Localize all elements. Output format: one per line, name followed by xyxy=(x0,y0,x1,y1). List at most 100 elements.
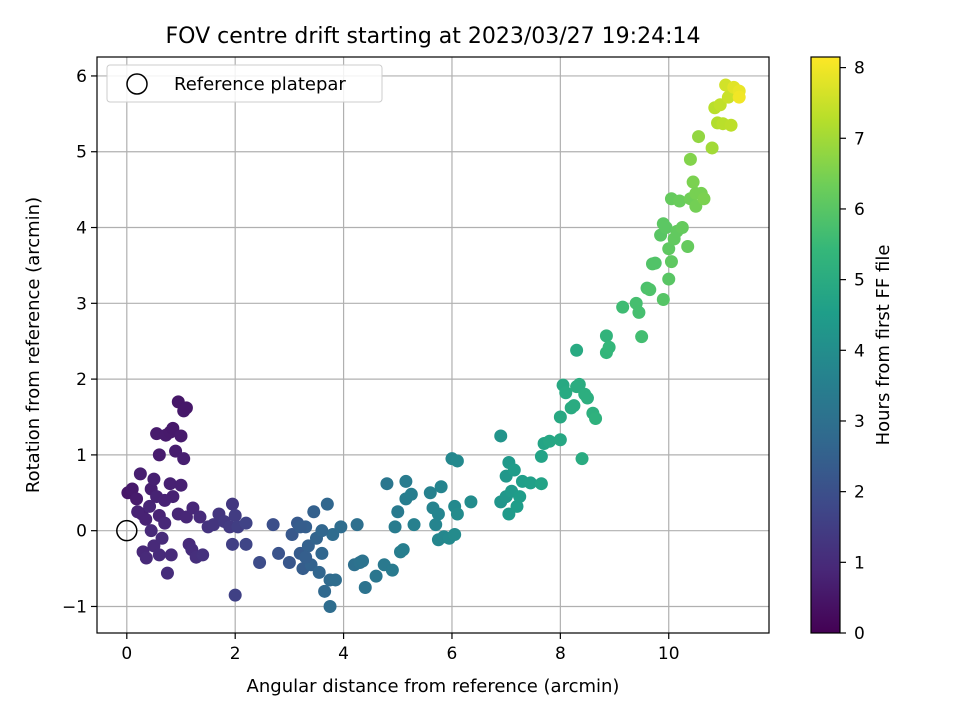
data-point xyxy=(388,520,402,534)
x-axis-label: Angular distance from reference (arcmin) xyxy=(247,676,620,697)
x-axis-ticks: 0 2 4 6 8 10 xyxy=(121,633,680,664)
data-point xyxy=(662,242,676,256)
data-point xyxy=(464,495,478,509)
data-point xyxy=(534,449,548,463)
data-point xyxy=(656,293,670,307)
data-point xyxy=(681,239,695,253)
data-point xyxy=(553,433,567,447)
data-point xyxy=(320,497,334,511)
x-tick-label: 2 xyxy=(230,644,241,664)
data-point xyxy=(599,329,613,343)
data-point xyxy=(502,507,516,521)
data-point xyxy=(692,130,706,144)
data-point xyxy=(328,573,342,587)
data-point xyxy=(293,520,307,534)
data-point xyxy=(567,399,581,413)
data-point xyxy=(697,192,711,206)
data-point xyxy=(431,507,445,521)
data-point xyxy=(732,90,746,104)
data-point xyxy=(272,546,286,560)
data-point xyxy=(139,512,153,526)
data-point xyxy=(158,493,172,507)
x-tick-label: 8 xyxy=(555,644,566,664)
data-point xyxy=(570,343,584,357)
y-tick-label: 5 xyxy=(76,143,87,163)
x-tick-label: 6 xyxy=(447,644,458,664)
data-point xyxy=(155,531,169,545)
data-point xyxy=(534,477,548,491)
colorbar-tick-label: 4 xyxy=(854,341,865,361)
colorbar-tick-label: 6 xyxy=(854,200,865,220)
legend: Reference platepar xyxy=(106,64,383,103)
colorbar-tick-label: 3 xyxy=(854,412,865,432)
data-points xyxy=(121,78,746,613)
data-point xyxy=(315,546,329,560)
data-point xyxy=(174,429,188,443)
y-tick-label: 2 xyxy=(76,370,87,390)
data-point xyxy=(285,527,299,541)
data-point xyxy=(404,487,418,501)
data-point xyxy=(253,556,267,570)
data-point xyxy=(399,474,413,488)
x-tick-label: 4 xyxy=(338,644,349,664)
data-point xyxy=(686,175,700,189)
data-point xyxy=(177,452,191,466)
data-point xyxy=(450,507,464,521)
data-point xyxy=(602,340,616,354)
data-point xyxy=(299,550,313,564)
colorbar-tick-label: 5 xyxy=(854,271,865,291)
y-tick-label: 3 xyxy=(76,294,87,314)
data-point xyxy=(683,152,697,166)
data-point xyxy=(315,524,329,538)
data-point xyxy=(158,516,172,530)
data-point xyxy=(448,527,462,541)
data-point xyxy=(572,377,586,391)
data-point xyxy=(589,412,603,426)
data-point xyxy=(616,300,630,314)
legend-box xyxy=(106,64,383,103)
data-point xyxy=(169,444,183,458)
plot-frame xyxy=(96,56,770,634)
data-point xyxy=(423,486,437,500)
legend-reference-label: Reference platepar xyxy=(174,74,346,95)
colorbar-ticks: 0 1 2 3 4 5 6 7 8 xyxy=(840,59,865,644)
data-point xyxy=(664,255,678,269)
legend-reference-marker xyxy=(126,73,148,95)
data-point xyxy=(125,482,139,496)
reference-marker xyxy=(116,519,138,542)
data-point xyxy=(507,463,521,477)
data-point xyxy=(559,386,573,400)
data-point xyxy=(318,584,332,598)
data-point xyxy=(152,448,166,462)
data-point xyxy=(196,548,210,562)
data-point xyxy=(580,391,594,405)
data-point xyxy=(380,477,394,491)
data-point xyxy=(179,510,193,524)
data-point xyxy=(166,421,180,435)
data-point xyxy=(326,527,340,541)
data-point xyxy=(391,505,405,519)
x-tick-label: 0 xyxy=(121,644,132,664)
data-point xyxy=(659,221,673,235)
data-point xyxy=(228,509,242,523)
data-point xyxy=(724,118,738,132)
data-point xyxy=(239,516,253,530)
data-point xyxy=(689,199,703,213)
data-point xyxy=(510,499,524,513)
data-point xyxy=(307,505,321,519)
data-point xyxy=(575,452,589,466)
data-point xyxy=(239,537,253,551)
data-point xyxy=(225,497,239,511)
data-point xyxy=(434,480,448,494)
colorbar-tick-label: 8 xyxy=(854,59,865,79)
data-point xyxy=(160,566,174,580)
data-point xyxy=(312,565,326,579)
y-axis-ticks: −1 0 1 2 3 4 5 6 xyxy=(62,67,97,617)
y-tick-label: 6 xyxy=(76,67,87,87)
data-point xyxy=(721,90,735,104)
y-tick-label: −1 xyxy=(62,597,87,617)
colorbar-tick-label: 0 xyxy=(854,624,865,644)
data-point xyxy=(396,543,410,557)
data-point xyxy=(207,518,221,532)
